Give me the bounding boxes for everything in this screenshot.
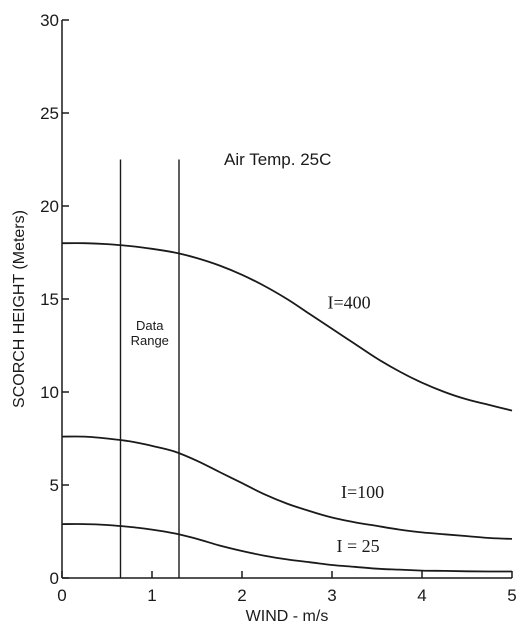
- series-layer: I=400 I=100 I = 25: [61, 242, 513, 573]
- series-line-1: [61, 435, 513, 540]
- y-tick-label: 30: [40, 11, 59, 30]
- series-label: I=400: [328, 292, 371, 312]
- y-tick-label: 25: [40, 104, 59, 123]
- y-tick-label: 15: [40, 290, 59, 309]
- x-tick-label: 4: [417, 586, 426, 605]
- series-line-0: [61, 242, 513, 412]
- x-tick-label: 3: [327, 586, 336, 605]
- x-tick-label: 2: [237, 586, 246, 605]
- series-label: I = 25: [337, 536, 380, 556]
- tick-layer: 0 1 2 3 4 5 0 5 10 15 20 25 30: [40, 11, 517, 605]
- x-tick-label: 0: [57, 586, 66, 605]
- x-tick-label: 1: [147, 586, 156, 605]
- y-tick-label: 20: [40, 197, 59, 216]
- series-line-2: [61, 523, 512, 573]
- y-tick-label: 10: [40, 383, 59, 402]
- series-label: I=100: [341, 482, 384, 502]
- x-tick-label: 5: [507, 586, 516, 605]
- y-axis-title: SCORCH HEIGHT (Meters): [11, 210, 28, 408]
- air-temp-annotation: Air Temp. 25C: [224, 150, 331, 169]
- data-range-label: Range: [131, 333, 169, 348]
- y-tick-label: 0: [50, 569, 59, 588]
- x-axis-title: WIND - m/s: [246, 608, 329, 625]
- data-range-label: Data: [136, 318, 164, 333]
- y-tick-label: 5: [50, 476, 59, 495]
